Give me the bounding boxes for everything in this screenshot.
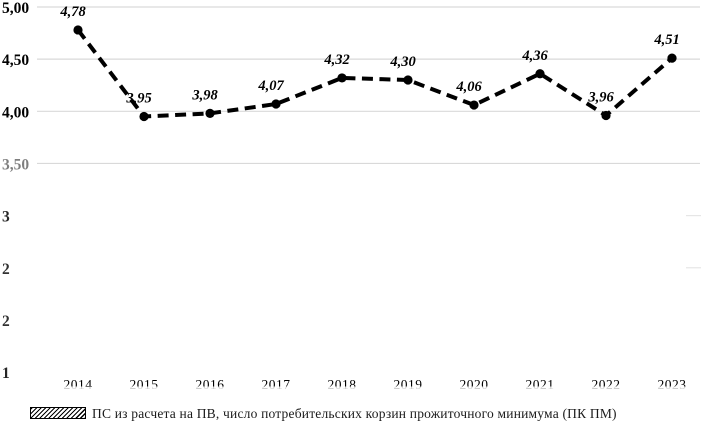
data-point (403, 75, 413, 85)
data-point (337, 73, 347, 83)
point-label: 4,78 (59, 4, 86, 20)
point-label: 4,51 (653, 32, 679, 48)
y-tick-label: 3 (2, 209, 10, 226)
data-point (205, 108, 215, 118)
point-label: 4,32 (323, 52, 349, 68)
data-point (535, 69, 545, 79)
point-label: 3,98 (191, 87, 218, 103)
data-point (73, 25, 83, 35)
legend-hatched-marker-icon (30, 407, 86, 419)
y-tick-label: 4,00 (2, 104, 29, 121)
chart-legend: ПС из расчета на ПВ, число потребительск… (30, 404, 617, 421)
y-tick-label: 2 (2, 313, 10, 330)
point-label: 4,07 (257, 78, 284, 94)
y-tick-label: 3,50 (2, 156, 29, 173)
y-tick-label: 2 (2, 261, 10, 278)
series-line (76, 28, 674, 119)
data-point (139, 111, 149, 122)
scan-fade-overlay (30, 386, 701, 401)
data-point (601, 110, 611, 121)
data-point (271, 99, 281, 109)
data-point (469, 100, 479, 110)
point-label: 3,96 (587, 89, 614, 105)
data-point (667, 53, 677, 63)
point-label: 3,95 (125, 91, 151, 107)
y-tick-label: 4,50 (2, 52, 29, 69)
point-label: 4,36 (521, 48, 548, 64)
legend-label: ПС из расчета на ПВ, число потребительск… (92, 406, 617, 421)
point-label: 4,06 (455, 79, 482, 95)
point-label: 4,30 (389, 54, 415, 70)
y-tick-label: 1 (2, 365, 10, 382)
y-tick-label: 5,00 (2, 0, 29, 17)
